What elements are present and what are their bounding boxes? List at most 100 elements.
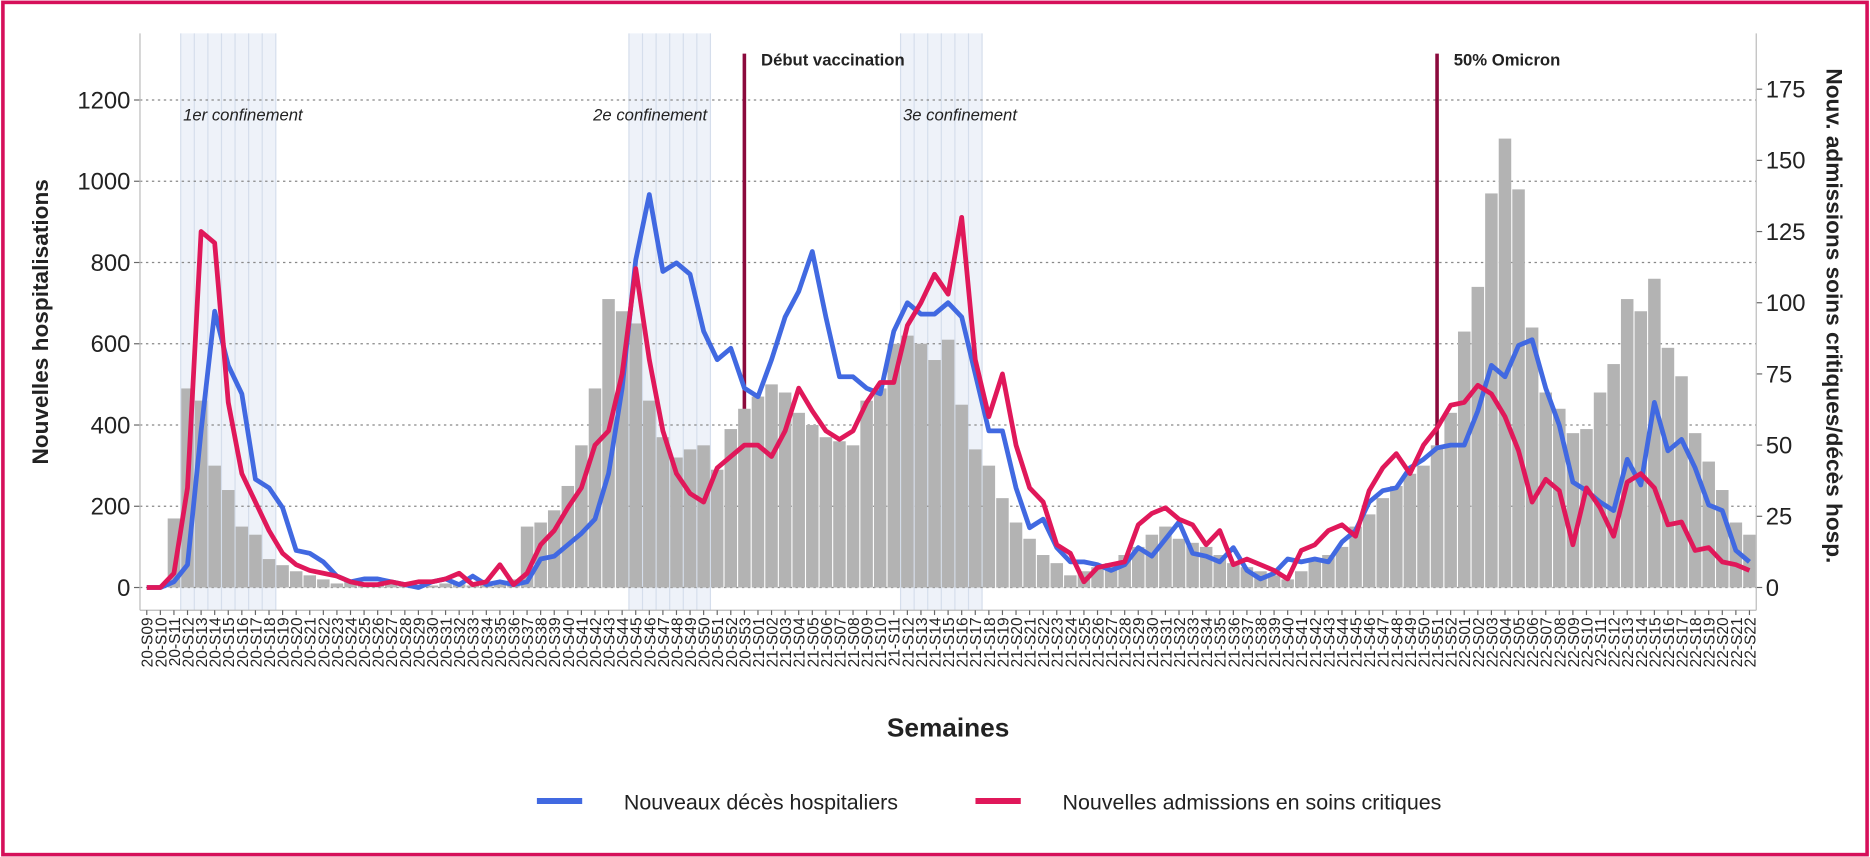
- x-tick-label: 20-S28: [398, 617, 415, 667]
- y-tick-label: 1000: [77, 169, 130, 196]
- x-tick-label: 22-S01: [1457, 617, 1474, 667]
- x-tick-label: 21-S15: [941, 617, 958, 667]
- x-tick-label: 22-S07: [1539, 617, 1556, 667]
- bar: [1457, 331, 1471, 588]
- x-tick-label: 20-S32: [452, 617, 469, 667]
- x-tick-label: 22-S18: [1688, 617, 1705, 667]
- x-tick-label: 21-S16: [955, 617, 972, 667]
- x-tick-label: 21-S08: [846, 617, 863, 667]
- bar: [235, 526, 249, 588]
- bar: [493, 584, 507, 588]
- x-tick-label: 20-S42: [588, 617, 605, 667]
- x-tick-label: 20-S38: [534, 617, 551, 667]
- x-tick-label: 21-S10: [873, 617, 890, 667]
- x-tick-label: 22-S05: [1512, 617, 1529, 667]
- bar: [833, 441, 846, 588]
- x-tick-label: 21-S14: [927, 617, 944, 667]
- x-tick-label: 20-S36: [506, 617, 523, 667]
- x-tick-label: 20-S47: [656, 617, 673, 667]
- x-tick-label: 21-S36: [1226, 617, 1243, 667]
- x-tick-label: 21-S02: [765, 617, 782, 667]
- bar: [724, 429, 738, 588]
- x-tick-label: 22-S11: [1593, 617, 1610, 666]
- x-tick-label: 21-S29: [1131, 617, 1148, 667]
- bar: [643, 400, 656, 588]
- y2-axis-title: Nouv. admissions soins critiques/décès h…: [1822, 68, 1847, 563]
- x-tick-label: 21-S05: [805, 617, 822, 667]
- bar: [1376, 498, 1389, 588]
- bar: [1675, 376, 1688, 588]
- x-tick-label: 20-S51: [710, 617, 727, 667]
- x-tick-label: 20-S46: [642, 617, 659, 667]
- y2-tick-label: 175: [1766, 77, 1806, 104]
- bar: [1009, 522, 1023, 588]
- x-tick-label: 20-S44: [615, 617, 632, 667]
- x-tick-label: 21-S31: [1158, 617, 1175, 667]
- bar: [751, 396, 765, 588]
- bar: [1634, 311, 1648, 588]
- bar: [1512, 189, 1525, 588]
- x-tick-label: 21-S20: [1009, 617, 1026, 667]
- period-label: 2e confinement: [592, 105, 708, 124]
- bar: [1580, 429, 1593, 588]
- period-label: 1er confinement: [183, 105, 304, 124]
- x-tick-label: 22-S02: [1471, 617, 1488, 667]
- y2-tick-label: 25: [1766, 504, 1793, 531]
- bar: [982, 465, 996, 588]
- x-tick-label: 22-S10: [1579, 617, 1596, 667]
- bar: [738, 408, 751, 588]
- bar: [344, 581, 357, 588]
- bar: [289, 571, 303, 588]
- x-tick-label: 21-S28: [1118, 617, 1135, 667]
- bar: [425, 585, 439, 588]
- x-tick-label: 20-S10: [153, 617, 170, 667]
- bar: [901, 335, 914, 588]
- y-tick-label: 0: [117, 575, 130, 602]
- line: [146, 214, 1751, 590]
- x-tick-label: 20-S12: [180, 617, 197, 667]
- x-tick-label: 20-S35: [493, 617, 510, 667]
- bar: [969, 449, 982, 588]
- bar: [1132, 546, 1145, 588]
- x-tick-label: 21-S34: [1199, 617, 1216, 667]
- x-tick-label: 20-S30: [425, 617, 442, 667]
- x-tick-label: 22-S09: [1566, 617, 1583, 667]
- bar: [588, 388, 602, 588]
- y-tick-label: 800: [91, 250, 131, 277]
- bar: [1335, 546, 1349, 588]
- x-tick-label: 20-S21: [303, 617, 320, 667]
- x-tick-label: 21-S18: [982, 617, 999, 667]
- bar: [765, 384, 778, 588]
- x-tick-label: 22-S19: [1702, 617, 1719, 667]
- x-tick-label: 21-S42: [1308, 617, 1325, 667]
- bar: [276, 565, 289, 588]
- legend-label: Nouveaux décès hospitaliers: [624, 790, 898, 814]
- legend-label: Nouvelles admissions en soins critiques: [1062, 790, 1441, 814]
- bar: [385, 584, 398, 588]
- x-tick-label: 22-S03: [1484, 617, 1501, 667]
- x-tick-label: 21-S19: [995, 617, 1012, 667]
- bar: [806, 425, 819, 588]
- x-tick-label: 21-S51: [1430, 617, 1447, 667]
- y-axis-title: Nouvelles hospitalisations: [28, 179, 53, 464]
- x-tick-label: 21-S40: [1281, 617, 1298, 667]
- x-tick-label: 20-S43: [602, 617, 619, 667]
- x-tick-label: 21-S41: [1294, 617, 1311, 667]
- x-tick-label: 22-S22: [1742, 617, 1759, 667]
- x-tick-label: 21-S50: [1416, 617, 1433, 667]
- y-tick-label: 200: [91, 494, 131, 521]
- bar: [710, 469, 724, 588]
- x-tick-label: 22-S21: [1729, 617, 1746, 667]
- x-tick-label: 21-S45: [1349, 617, 1366, 667]
- x-tick-label: 20-S41: [574, 617, 591, 667]
- x-tick-label: 21-S24: [1063, 617, 1080, 667]
- bar: [887, 343, 901, 588]
- x-tick-label: 22-S08: [1552, 617, 1569, 667]
- bar: [873, 388, 887, 588]
- bar: [1661, 347, 1675, 588]
- bar: [1620, 299, 1634, 588]
- x-tick-label: 21-S13: [914, 617, 931, 667]
- bar: [697, 445, 710, 588]
- y-tick-label: 600: [91, 331, 131, 358]
